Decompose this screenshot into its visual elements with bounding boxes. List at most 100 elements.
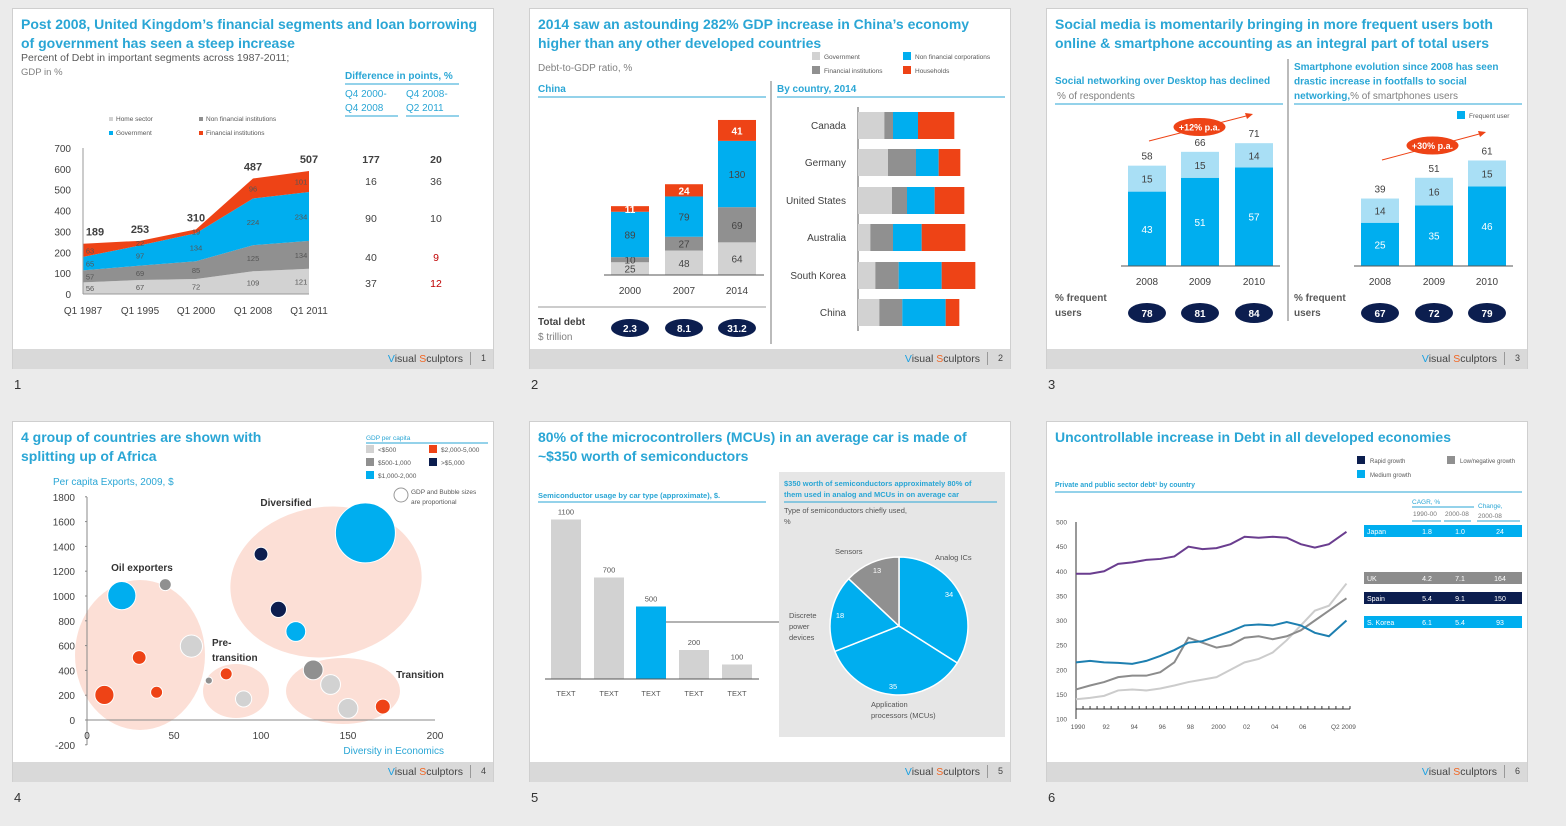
table-cell: 7.1 — [1455, 576, 1465, 583]
data-label: 15 — [1481, 169, 1493, 180]
slide-5-canvas: 80% of the microcontrollers (MCUs) in an… — [538, 429, 1005, 737]
bar-segment — [884, 112, 893, 139]
legend-swatch — [199, 131, 203, 135]
bar-segment — [888, 149, 916, 176]
y-tick-label: 200 — [54, 248, 71, 259]
y-tick-label: 150 — [1056, 692, 1067, 699]
legend-swatch — [903, 66, 911, 74]
frequent-users-value: 67 — [1374, 309, 1386, 320]
section-header: drastic increase in footfalls to social — [1294, 77, 1467, 88]
data-label: 16 — [1428, 188, 1440, 199]
total-label: 61 — [1481, 146, 1493, 157]
total-label: 310 — [187, 212, 205, 224]
slide-title: Uncontrollable increase in Debt in all d… — [1055, 429, 1451, 445]
frequent-users-value: 78 — [1141, 309, 1153, 320]
y-tick-label: 0 — [65, 290, 71, 301]
bar-segment — [718, 119, 756, 141]
slice-value: 34 — [945, 590, 953, 599]
slide-thumbnail-6[interactable]: Uncontrollable increase in Debt in all d… — [1046, 421, 1528, 782]
x-tick-label: 2009 — [1423, 277, 1446, 288]
slide-number-label: 1 — [14, 377, 22, 392]
frequent-label: % frequent — [1055, 293, 1107, 304]
pie-slice — [833, 625, 959, 696]
bubble — [302, 659, 324, 681]
bar-segment — [921, 224, 966, 251]
slide-3-canvas: Social media is momentarily bringing in … — [1055, 16, 1522, 323]
slide-thumbnail-4[interactable]: 4 group of countries are shown with split… — [12, 421, 494, 782]
area-series-home-sector — [83, 268, 309, 294]
bar-segment — [892, 187, 907, 214]
slice-label: processors (MCUs) — [871, 711, 936, 720]
footer-slide-number: 6 — [1514, 766, 1520, 776]
y-tick-label: 500 — [54, 186, 71, 197]
slide-thumbnail-1[interactable]: Post 2008, United Kingdom’s financial se… — [12, 8, 494, 369]
x-tick-label: TEXT — [684, 689, 704, 698]
y-tick-label: 400 — [1056, 569, 1067, 576]
category-label: Australia — [807, 233, 846, 244]
bubble — [107, 581, 137, 611]
bar-segment — [858, 149, 888, 176]
data-label: 130 — [729, 170, 746, 181]
data-label: 57 — [86, 272, 94, 281]
data-label: 19 — [192, 227, 200, 236]
bar-segment — [934, 187, 965, 214]
data-label: 41 — [731, 126, 743, 137]
bar-segment — [898, 262, 942, 289]
group-label: Pre- — [212, 638, 231, 649]
slide-footer: Visual Sculptors 3 — [1047, 349, 1527, 369]
y-tick-label: 100 — [54, 269, 71, 280]
panel-subtitle: % — [784, 517, 791, 526]
legend-swatch — [429, 445, 437, 453]
legend-swatch — [429, 458, 437, 466]
arrowhead-icon — [1478, 131, 1486, 137]
growth-label: +12% p.a. — [1179, 123, 1220, 133]
data-label: 97 — [136, 252, 144, 261]
size-note: GDP and Bubble sizes — [411, 489, 477, 496]
chart-subtitle: Debt-to-GDP ratio, % — [538, 63, 632, 74]
bar-segment — [611, 262, 649, 275]
x-tick-label: Q1 1995 — [121, 306, 160, 317]
legend-swatch — [1357, 470, 1365, 478]
y-tick-label: 400 — [54, 207, 71, 218]
x-tick-label: Q2 2009 — [1331, 724, 1356, 731]
bar-segment — [902, 299, 946, 326]
data-label: 121 — [295, 277, 308, 286]
bar-segment — [665, 184, 703, 197]
total-debt-badge — [665, 319, 703, 337]
area-series-non-financial-institutions — [83, 240, 309, 283]
slide-thumbnail-3[interactable]: Social media is momentarily bringing in … — [1046, 8, 1528, 369]
y-tick-label: 100 — [1056, 717, 1067, 724]
line-series-s-korea — [1075, 619, 1348, 665]
data-label: 134 — [190, 243, 203, 252]
table-cell: 36 — [430, 176, 442, 188]
legend-swatch — [366, 458, 374, 466]
slide-2-canvas: 2014 saw an astounding 282% GDP increase… — [538, 16, 1005, 344]
bar-segment — [611, 257, 649, 263]
data-label: 24 — [678, 186, 690, 197]
table-cell: Japan — [1367, 529, 1386, 536]
bar-segment — [918, 112, 955, 139]
slide-footer: Visual Sculptors 4 — [13, 762, 493, 782]
panel-title: them used in analog and MCUs in on avera… — [784, 490, 959, 499]
data-label: 500 — [645, 595, 658, 604]
y-tick-label: -200 — [55, 741, 75, 752]
x-tick-label: Q1 2000 — [177, 306, 216, 317]
bar-segment — [858, 299, 880, 326]
bar-segment — [916, 149, 939, 176]
brand-logo: Visual Sculptors — [387, 766, 463, 778]
total-debt-unit: $ trillion — [538, 332, 572, 343]
table-cell: 16 — [365, 176, 377, 188]
bar-segment — [611, 211, 649, 258]
table-cell: 40 — [365, 252, 377, 264]
table-row — [1364, 525, 1522, 537]
table-header: CAGR, % — [1412, 499, 1440, 506]
data-label: 224 — [247, 218, 260, 227]
slide-thumbnail-5[interactable]: 80% of the microcontrollers (MCUs) in an… — [529, 421, 1011, 782]
bar-segment — [893, 224, 922, 251]
growth-badge — [1406, 136, 1459, 155]
slide-thumbnail-2[interactable]: 2014 saw an astounding 282% GDP increase… — [529, 8, 1011, 369]
footer-slide-number: 5 — [997, 766, 1003, 776]
table-cell: 9.1 — [1455, 596, 1465, 603]
table-cell: 20 — [430, 154, 442, 166]
table-cell: 90 — [365, 213, 377, 225]
